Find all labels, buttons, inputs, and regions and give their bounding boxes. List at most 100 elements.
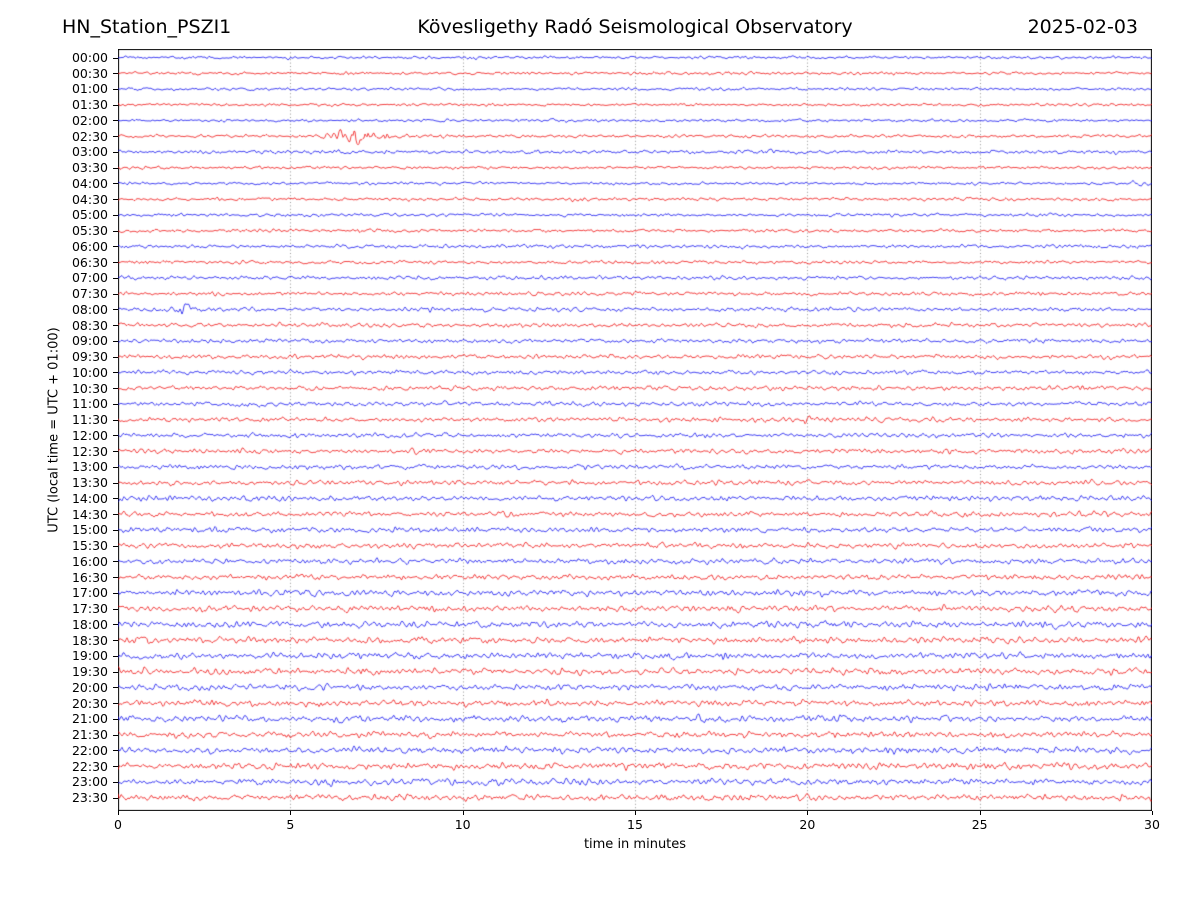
- y-tick-mark: [113, 372, 118, 374]
- x-tick-label: 25: [971, 817, 988, 832]
- y-tick-label: 09:30: [71, 349, 108, 365]
- y-tick-label: 20:00: [71, 679, 108, 695]
- y-tick-mark: [113, 167, 118, 169]
- x-tick-label: 30: [1144, 817, 1160, 832]
- y-tick-label: 15:30: [71, 538, 108, 554]
- y-tick-mark: [113, 136, 118, 138]
- observatory-title: Kövesligethy Radó Seismological Observat…: [417, 16, 853, 38]
- y-tick-mark: [113, 246, 118, 248]
- y-tick-mark: [113, 214, 118, 216]
- y-tick-mark: [113, 718, 118, 720]
- y-tick-mark: [113, 293, 118, 295]
- y-tick-label: 14:00: [71, 490, 108, 506]
- y-tick-label: 05:30: [71, 223, 108, 239]
- y-tick-label: 18:00: [71, 616, 108, 632]
- y-tick-label: 11:30: [71, 412, 108, 428]
- y-tick-label: 10:00: [71, 364, 108, 380]
- y-tick-label: 14:30: [71, 506, 108, 522]
- y-tick-mark: [113, 498, 118, 500]
- y-tick-mark: [113, 766, 118, 768]
- y-tick-label: 20:30: [71, 695, 108, 711]
- y-tick-mark: [113, 325, 118, 327]
- y-tick-label: 09:00: [71, 333, 108, 349]
- y-tick-label: 10:30: [71, 380, 108, 396]
- y-tick-mark: [113, 529, 118, 531]
- y-tick-mark: [113, 687, 118, 689]
- y-tick-label: 08:00: [71, 301, 108, 317]
- y-tick-label: 07:30: [71, 286, 108, 302]
- y-tick-mark: [113, 73, 118, 75]
- y-tick-mark: [113, 451, 118, 453]
- y-tick-mark: [113, 797, 118, 799]
- y-tick-label: 02:00: [71, 112, 108, 128]
- y-tick-label: 19:00: [71, 648, 108, 664]
- y-tick-mark: [113, 514, 118, 516]
- y-tick-label: 00:30: [71, 65, 108, 81]
- y-tick-mark: [113, 592, 118, 594]
- y-tick-label: 23:00: [71, 774, 108, 790]
- x-axis-label: time in minutes: [583, 837, 687, 852]
- y-tick-label: 12:30: [71, 443, 108, 459]
- y-tick-mark: [113, 57, 118, 59]
- y-tick-mark: [113, 466, 118, 468]
- y-tick-label: 16:30: [71, 569, 108, 585]
- y-tick-label: 22:30: [71, 758, 108, 774]
- y-tick-mark: [113, 608, 118, 610]
- y-tick-mark: [113, 750, 118, 752]
- y-tick-label: 11:00: [71, 396, 108, 412]
- y-tick-mark: [113, 262, 118, 264]
- y-tick-label: 13:30: [71, 475, 108, 491]
- x-tick-mark: [807, 811, 809, 815]
- y-tick-mark: [113, 419, 118, 421]
- y-tick-label: 15:00: [71, 522, 108, 538]
- y-tick-mark: [113, 199, 118, 201]
- y-tick-label: 01:00: [71, 81, 108, 97]
- x-tick-mark: [979, 811, 981, 815]
- y-tick-mark: [113, 151, 118, 153]
- y-tick-mark: [113, 356, 118, 358]
- y-tick-mark: [113, 277, 118, 279]
- y-tick-label: 04:30: [71, 191, 108, 207]
- x-tick-label: 5: [286, 817, 295, 832]
- station-title: HN_Station_PSZI1: [62, 16, 232, 38]
- y-tick-label: 21:30: [71, 727, 108, 743]
- y-tick-label: 01:30: [71, 97, 108, 113]
- x-tick-label: 20: [799, 817, 816, 832]
- y-tick-mark: [113, 703, 118, 705]
- y-tick-label: 07:00: [71, 270, 108, 286]
- x-tick-mark: [1152, 811, 1153, 815]
- y-tick-mark: [113, 120, 118, 122]
- y-tick-mark: [113, 104, 118, 106]
- y-tick-label: 13:00: [71, 459, 108, 475]
- y-tick-label: 19:30: [71, 664, 108, 680]
- y-tick-mark: [113, 183, 118, 185]
- x-tick-label: 10: [454, 817, 471, 832]
- y-tick-label: 00:00: [71, 50, 108, 65]
- x-tick-mark: [290, 811, 292, 815]
- y-tick-label: 05:00: [71, 207, 108, 223]
- y-tick-mark: [113, 734, 118, 736]
- y-tick-label: 03:30: [71, 160, 108, 176]
- y-tick-mark: [113, 340, 118, 342]
- y-tick-label: 22:00: [71, 742, 108, 758]
- y-tick-label: 23:30: [71, 790, 108, 805]
- x-tick-label: 0: [114, 817, 122, 832]
- y-tick-mark: [113, 624, 118, 626]
- y-tick-label: 06:00: [71, 238, 108, 254]
- date-title: 2025-02-03: [1027, 16, 1138, 38]
- y-tick-label: 18:30: [71, 632, 108, 648]
- y-tick-mark: [113, 309, 118, 311]
- y-tick-mark: [113, 577, 118, 579]
- y-tick-mark: [113, 671, 118, 673]
- y-tick-label: 02:30: [71, 128, 108, 144]
- y-tick-mark: [113, 388, 118, 390]
- y-tick-mark: [113, 640, 118, 642]
- y-tick-label: 16:00: [71, 553, 108, 569]
- y-tick-label: 04:00: [71, 175, 108, 191]
- y-tick-label: 17:30: [71, 601, 108, 617]
- x-tick-mark: [118, 811, 119, 815]
- y-tick-mark: [113, 655, 118, 657]
- y-tick-label: 12:00: [71, 427, 108, 443]
- y-tick-mark: [113, 781, 118, 783]
- x-tick-label: 15: [627, 817, 643, 832]
